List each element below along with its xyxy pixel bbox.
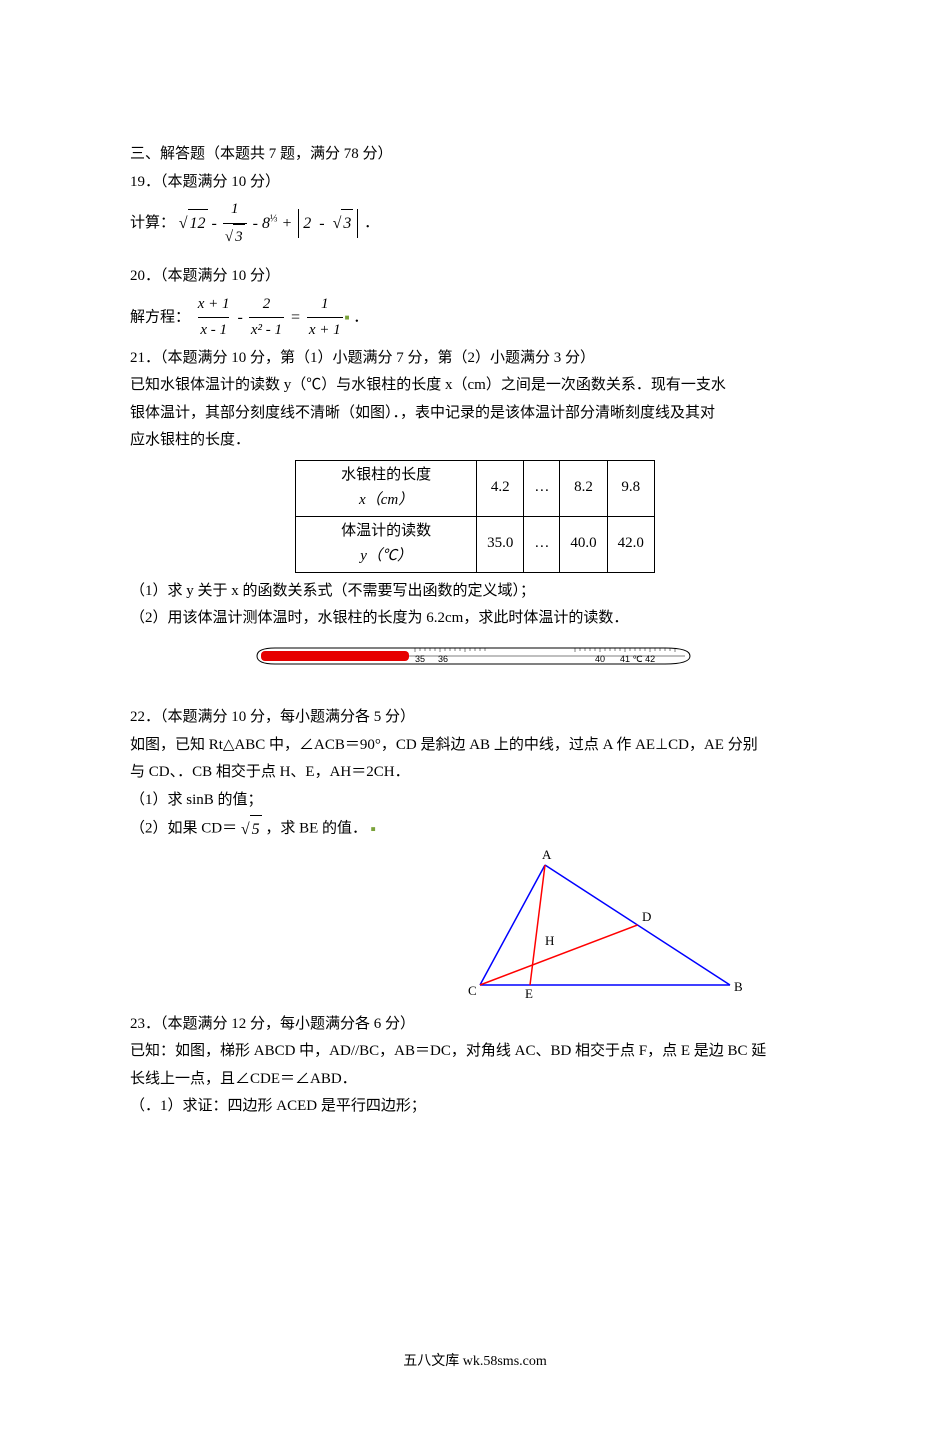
q21-sub2: （2）用该体温计测体温时，水银柱的长度为 6.2cm，求此时体温计的读数． bbox=[130, 606, 820, 632]
q19-formula: √12 - 1 √3 - 8⅓ + 2 - √3 bbox=[179, 197, 361, 250]
q23-title: 23．（本题满分 12 分，每小题满分各 6 分） bbox=[130, 1012, 820, 1038]
green-marker-icon: ■ bbox=[371, 824, 376, 833]
table-row: 体温计的读数 y（℃） 35.0 … 40.0 42.0 bbox=[296, 516, 655, 572]
table-row: 水银柱的长度 x（cm） 4.2 … 8.2 9.8 bbox=[296, 460, 655, 516]
label-d: D bbox=[642, 909, 651, 924]
q22-sqrt5-body: 5 bbox=[250, 815, 262, 843]
frac1-den: x - 1 bbox=[198, 317, 229, 344]
q21-body-1: 已知水银体温计的读数 y（℃）与水银柱的长度 x（cm）之间是一次函数关系．现有… bbox=[130, 373, 820, 399]
thermo-tick-40: 40 bbox=[595, 654, 605, 664]
edge-ca bbox=[480, 865, 545, 985]
label-b: B bbox=[734, 979, 743, 994]
edge-ae bbox=[530, 865, 545, 985]
q23-sub1: （．1）求证：四边形 ACED 是平行四边形； bbox=[130, 1094, 820, 1120]
q22-sub1: （1）求 sinB 的值； bbox=[130, 788, 820, 814]
abs-sqrt3: √3 bbox=[333, 209, 354, 237]
q23-body1: 已知：如图，梯形 ABCD 中，AD//BC，AB＝DC，对角线 AC、BD 相… bbox=[130, 1039, 820, 1065]
frac2-den: x² - 1 bbox=[249, 317, 284, 344]
frac-2-x2m1: 2 x² - 1 bbox=[249, 292, 284, 344]
q22-body1: 如图，已知 Rt△ABC 中，∠ACB＝90°，CD 是斜边 AB 上的中线，过… bbox=[130, 733, 820, 759]
q21-body-2: 银体温计，其部分刻度线不清晰（如图）．，表中记录的是该体温计部分清晰刻度线及其对 bbox=[130, 401, 820, 427]
abs-term: 2 - √3 bbox=[298, 209, 358, 237]
q21-body-3: 应水银柱的长度． bbox=[130, 428, 820, 454]
table-cell: … bbox=[524, 460, 560, 516]
q20-formula: x + 1 x - 1 - 2 x² - 1 = 1 x + 1 ■ bbox=[194, 292, 350, 344]
eight: 8 bbox=[262, 215, 270, 232]
sqrt3-body: 3 bbox=[233, 224, 245, 251]
row1-header-b: x（cm） bbox=[306, 488, 466, 514]
sqrt-12: √12 bbox=[179, 209, 208, 237]
section-heading: 三、解答题（本题共 7 题，满分 78 分） bbox=[130, 142, 820, 168]
q19-end: ． bbox=[364, 215, 379, 231]
frac-den-sqrt3: √3 bbox=[223, 223, 247, 251]
frac-1-xp1: 1 x + 1 bbox=[307, 292, 343, 344]
frac3-den: x + 1 bbox=[307, 317, 343, 344]
q20-expr: 解方程： x + 1 x - 1 - 2 x² - 1 = 1 x + 1 ■ … bbox=[130, 292, 820, 344]
frac2-num: 2 bbox=[261, 292, 273, 318]
thermometer-svg: 35 36 40 41 ℃ 42 bbox=[255, 638, 695, 674]
q22-sub2: （2）如果 CD＝ √5 ，求 BE 的值． ■ bbox=[130, 815, 820, 843]
exam-page: 三、解答题（本题共 7 题，满分 78 分） 19．（本题满分 10 分） 计算… bbox=[0, 0, 950, 1433]
frac1-num: x + 1 bbox=[196, 292, 232, 318]
q21-sub1: （1）求 y 关于 x 的函数关系式（不需要写出函数的定义域）； bbox=[130, 579, 820, 605]
thermo-tick-35: 35 bbox=[415, 654, 425, 664]
frac-num-1: 1 bbox=[229, 197, 241, 223]
table-cell: 40.0 bbox=[560, 516, 607, 572]
q22-body1-text: 如图，已知 Rt△ABC 中，∠ACB＝90°，CD 是斜边 AB 上的中线，过… bbox=[130, 737, 758, 753]
q19-title: 19．（本题满分 10 分） bbox=[130, 170, 820, 196]
q22-sub2-a: （2）如果 CD＝ bbox=[130, 821, 237, 837]
label-a: A bbox=[542, 847, 552, 862]
q19-prefix: 计算： bbox=[130, 215, 175, 231]
q21-table: 水银柱的长度 x（cm） 4.2 … 8.2 9.8 体温计的读数 y（℃） 3… bbox=[295, 460, 655, 573]
label-c: C bbox=[468, 983, 477, 998]
triangle-figure: A B C D E H bbox=[450, 845, 750, 1010]
row1-header-a: 水银柱的长度 bbox=[306, 463, 466, 489]
table-cell: 42.0 bbox=[607, 516, 654, 572]
table-cell: 35.0 bbox=[477, 516, 524, 572]
q22-title: 22．（本题满分 10 分，每小题满分各 5 分） bbox=[130, 705, 820, 731]
q23-body2: 长线上一点，且∠CDE＝∠ABD． bbox=[130, 1067, 820, 1093]
q20-prefix: 解方程： bbox=[130, 309, 190, 325]
q22-sub2-b: ，求 BE 的值． bbox=[265, 821, 367, 837]
sqrt-12-body: 12 bbox=[188, 209, 208, 237]
table-cell: 8.2 bbox=[560, 460, 607, 516]
green-marker-icon: ■ bbox=[345, 311, 350, 325]
table-cell: 9.8 bbox=[607, 460, 654, 516]
q21-title: 21．（本题满分 10 分，第（1）小题满分 7 分，第（2）小题满分 3 分） bbox=[130, 346, 820, 372]
thermo-mercury bbox=[261, 651, 409, 661]
label-e: E bbox=[525, 986, 533, 1000]
table-cell: … bbox=[524, 516, 560, 572]
abs-sqrt3-body: 3 bbox=[341, 209, 353, 237]
eight-exp: ⅓ bbox=[270, 214, 278, 225]
frac3-num: 1 bbox=[319, 292, 331, 318]
abs-2: 2 bbox=[303, 215, 311, 232]
row2-header-a: 体温计的读数 bbox=[306, 519, 466, 545]
thermometer-figure: 35 36 40 41 ℃ 42 bbox=[255, 638, 695, 684]
page-footer: 五八文库 wk.58sms.com bbox=[130, 1350, 820, 1374]
q20-end: ． bbox=[353, 309, 368, 325]
row2-header-b: y（℃） bbox=[306, 544, 466, 570]
row1-header: 水银柱的长度 x（cm） bbox=[296, 460, 477, 516]
row2-header: 体温计的读数 y（℃） bbox=[296, 516, 477, 572]
frac-xp1-xm1: x + 1 x - 1 bbox=[196, 292, 232, 344]
thermo-tick-41-42: 41 ℃ 42 bbox=[620, 654, 655, 664]
triangle-svg: A B C D E H bbox=[450, 845, 750, 1000]
edge-cd bbox=[480, 925, 638, 985]
q22-body2: 与 CD、．CB 相交于点 H、E，AH＝2CH． bbox=[130, 760, 820, 786]
label-h: H bbox=[545, 933, 554, 948]
thermo-tick-36: 36 bbox=[438, 654, 448, 664]
q20-title: 20．（本题满分 10 分） bbox=[130, 264, 820, 290]
q22-sqrt5: √5 bbox=[241, 815, 262, 843]
eight-term: 8⅓ bbox=[262, 210, 278, 237]
frac-1-over-sqrt3: 1 √3 bbox=[223, 197, 247, 250]
table-cell: 4.2 bbox=[477, 460, 524, 516]
q19-expr: 计算： √12 - 1 √3 - 8⅓ + 2 - √3 ． bbox=[130, 197, 820, 250]
